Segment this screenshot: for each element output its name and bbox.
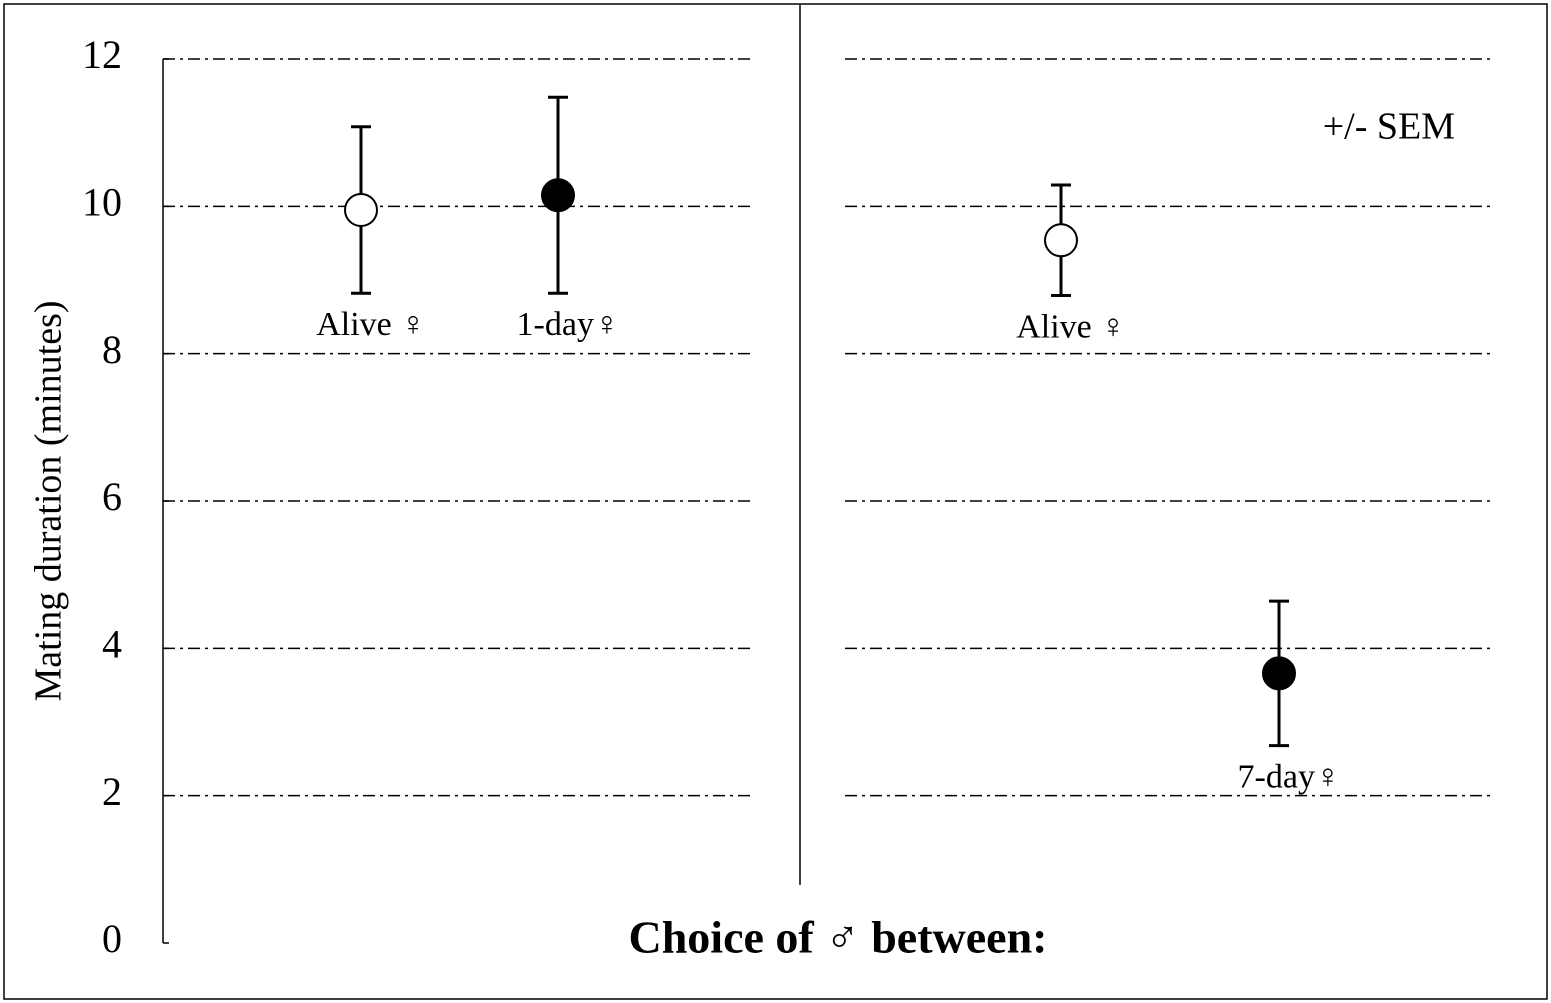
y-tick-label: 2 [102,769,122,814]
frame [3,3,1548,1000]
point [1262,656,1296,691]
y-tick-label: 6 [102,474,122,519]
point [541,178,575,213]
point-label: 7-day♀ [1238,758,1341,795]
y-tick-label: 10 [82,180,122,225]
y-tick-label: 4 [102,622,122,667]
annotation: +/- SEM [1323,106,1455,148]
point-label: 1-day♀ [517,306,620,343]
y-tick-label: 12 [82,32,122,77]
x-axis-title: Choice of ♂ between: [628,912,1047,963]
y-axis-title: Mating duration (minutes) [28,300,70,701]
y-tick-label: 8 [102,327,122,372]
point [344,193,378,228]
point [1044,223,1078,258]
y-tick-label: 0 [102,916,122,961]
point-label: Alive ♀ [1016,308,1126,345]
point-label: Alive ♀ [316,306,426,343]
